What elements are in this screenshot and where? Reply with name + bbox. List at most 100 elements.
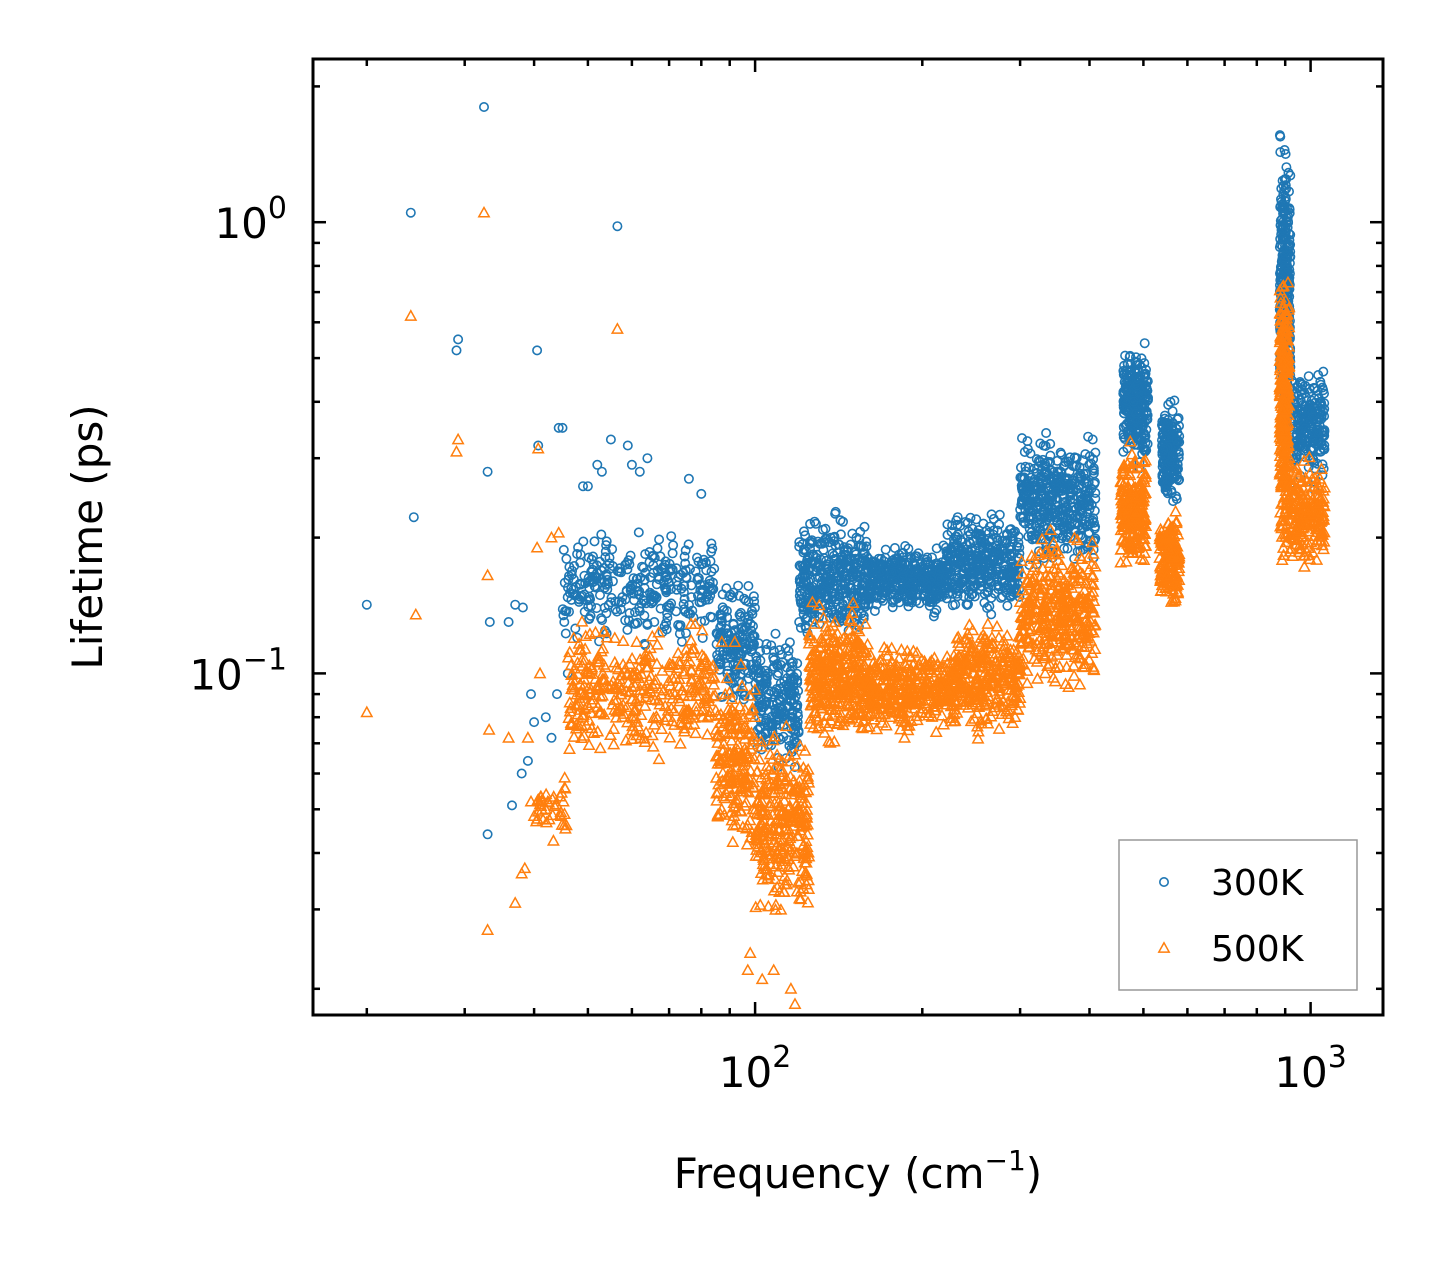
data-point xyxy=(774,645,785,656)
data-point xyxy=(835,584,846,595)
data-point xyxy=(662,612,673,623)
data-point xyxy=(728,619,739,630)
data-point xyxy=(583,552,594,563)
data-point xyxy=(765,686,776,697)
data-point xyxy=(721,583,732,594)
data-point xyxy=(747,621,758,632)
data-point xyxy=(769,686,780,697)
data-point xyxy=(516,768,527,779)
data-point xyxy=(696,559,707,570)
data-point xyxy=(737,642,748,653)
data-point xyxy=(880,544,891,555)
data-point xyxy=(506,800,517,811)
data-point xyxy=(575,579,586,590)
data-point xyxy=(735,607,746,618)
data-point xyxy=(641,598,652,609)
data-point xyxy=(620,615,631,626)
data-point xyxy=(844,583,855,594)
data-point xyxy=(817,524,828,535)
data-point xyxy=(573,542,584,553)
data-point xyxy=(694,597,705,608)
data-point xyxy=(546,834,560,846)
data-point xyxy=(706,546,717,557)
data-point xyxy=(784,637,795,648)
data-point xyxy=(852,571,863,582)
data-point xyxy=(852,610,863,621)
data-point xyxy=(787,739,798,750)
data-point xyxy=(794,541,805,552)
data-point xyxy=(798,526,809,537)
data-point xyxy=(680,606,691,617)
data-point xyxy=(650,593,661,604)
data-point xyxy=(522,755,533,766)
data-point xyxy=(654,574,665,585)
data-point xyxy=(839,542,850,553)
data-point xyxy=(612,221,623,232)
data-point xyxy=(752,724,763,735)
data-point xyxy=(990,619,1004,632)
data-point xyxy=(659,582,670,593)
data-point xyxy=(664,600,675,611)
data-point xyxy=(679,551,690,562)
data-point xyxy=(576,590,587,601)
data-point xyxy=(736,623,747,634)
data-point xyxy=(529,717,540,728)
data-point xyxy=(607,722,621,734)
data-point xyxy=(778,731,789,742)
data-point xyxy=(794,590,805,601)
data-point xyxy=(747,608,758,619)
data-point xyxy=(451,345,462,356)
data-point xyxy=(761,671,772,682)
data-point xyxy=(837,599,848,610)
data-point xyxy=(602,574,613,585)
data-point xyxy=(572,548,583,559)
data-point xyxy=(981,617,995,629)
data-point xyxy=(503,616,514,627)
data-point xyxy=(714,646,725,657)
data-point xyxy=(478,102,489,113)
data-point xyxy=(586,566,597,577)
data-point xyxy=(551,689,562,700)
data-point xyxy=(774,702,785,713)
data-point xyxy=(566,569,577,580)
data-point xyxy=(601,540,612,551)
data-point xyxy=(787,661,798,672)
data-point xyxy=(484,616,495,627)
data-point xyxy=(772,670,783,681)
data-point xyxy=(751,655,762,666)
data-point xyxy=(610,596,621,607)
data-point xyxy=(578,536,589,547)
data-point xyxy=(683,473,694,484)
data-point xyxy=(589,576,600,587)
data-point xyxy=(817,568,828,579)
data-point xyxy=(629,607,640,618)
data-point xyxy=(532,345,543,356)
data-point xyxy=(636,598,647,609)
data-point xyxy=(754,723,765,734)
data-point xyxy=(852,599,863,610)
series-300K xyxy=(361,102,1330,840)
data-point xyxy=(807,566,818,577)
data-point xyxy=(743,580,754,591)
data-point xyxy=(563,606,574,617)
data-point xyxy=(671,563,682,574)
data-point xyxy=(560,628,571,639)
data-point xyxy=(614,563,625,574)
data-point xyxy=(856,540,867,551)
data-point xyxy=(655,603,666,614)
data-point xyxy=(540,712,551,723)
data-point xyxy=(625,550,636,561)
data-point xyxy=(1303,371,1314,382)
data-point xyxy=(408,512,419,523)
data-point xyxy=(1002,600,1013,611)
data-point xyxy=(671,606,682,617)
data-point xyxy=(575,557,586,568)
data-point xyxy=(728,648,739,659)
data-point xyxy=(644,587,655,598)
data-point xyxy=(806,594,817,605)
data-point xyxy=(760,675,771,686)
data-point xyxy=(794,574,805,585)
data-point xyxy=(559,616,570,627)
